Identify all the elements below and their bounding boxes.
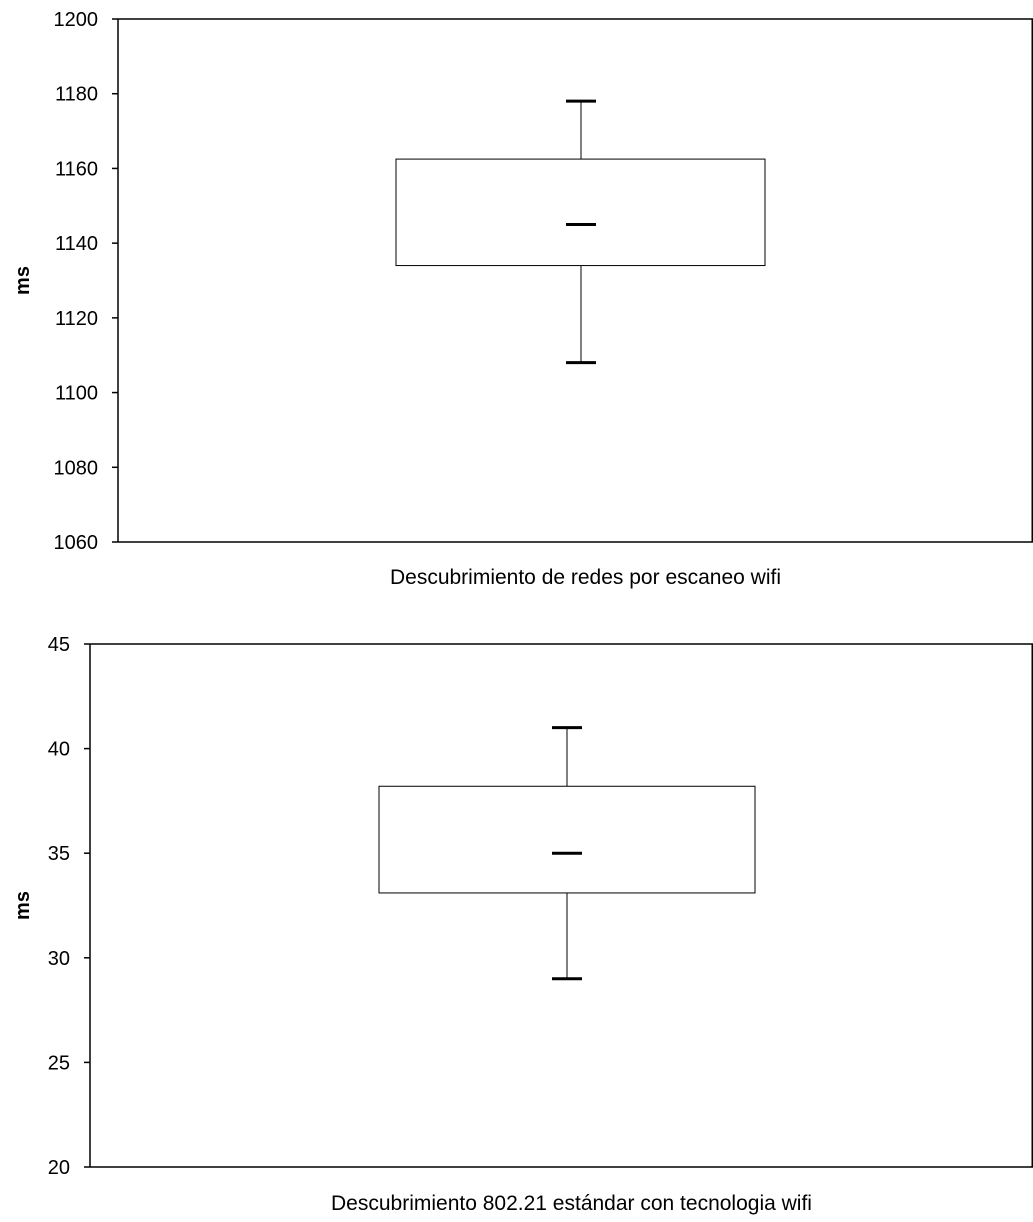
chart-panel-2: 20 25 30 35 40 45 ms Descubrimiento 802.21 es… <box>12 634 1033 1215</box>
y-tick-label: 1200 <box>54 9 99 31</box>
box-iqr-1 <box>395 158 766 267</box>
y-tick-label: 35 <box>48 843 70 865</box>
y-tick-label: 1100 <box>55 383 98 405</box>
y-tick-label: 1120 <box>55 308 98 330</box>
chart-panel-1: 1060 1080 1100 1120 1140 1160 1180 1200 ms Desc… <box>12 9 1033 589</box>
y-tick-label: 30 <box>48 948 70 970</box>
y-tick-label: 1140 <box>55 233 98 255</box>
y-tick-label: 45 <box>48 634 70 656</box>
y-axis-ticks-2: 20 25 30 35 40 45 <box>48 634 90 1179</box>
y-tick-label: 1060 <box>54 532 99 554</box>
x-axis-title-1: Descubrimiento de redes por escaneo wifi <box>390 566 781 589</box>
y-axis-title-2: ms <box>12 891 34 920</box>
box-iqr-2 <box>378 785 756 894</box>
y-tick-label: 25 <box>48 1052 70 1074</box>
y-tick-label: 40 <box>48 739 70 761</box>
x-axis-title-2: Descubrimiento 802.21 estándar con tecno… <box>331 1192 812 1215</box>
y-tick-label: 1080 <box>54 457 99 479</box>
y-axis-title-1: ms <box>12 266 34 295</box>
y-tick-label: 1160 <box>55 158 98 180</box>
y-axis-ticks-1: 1060 1080 1100 1120 1140 1160 1180 1200 <box>54 9 118 554</box>
y-tick-label: 1180 <box>55 84 98 106</box>
y-tick-label: 20 <box>48 1157 70 1179</box>
